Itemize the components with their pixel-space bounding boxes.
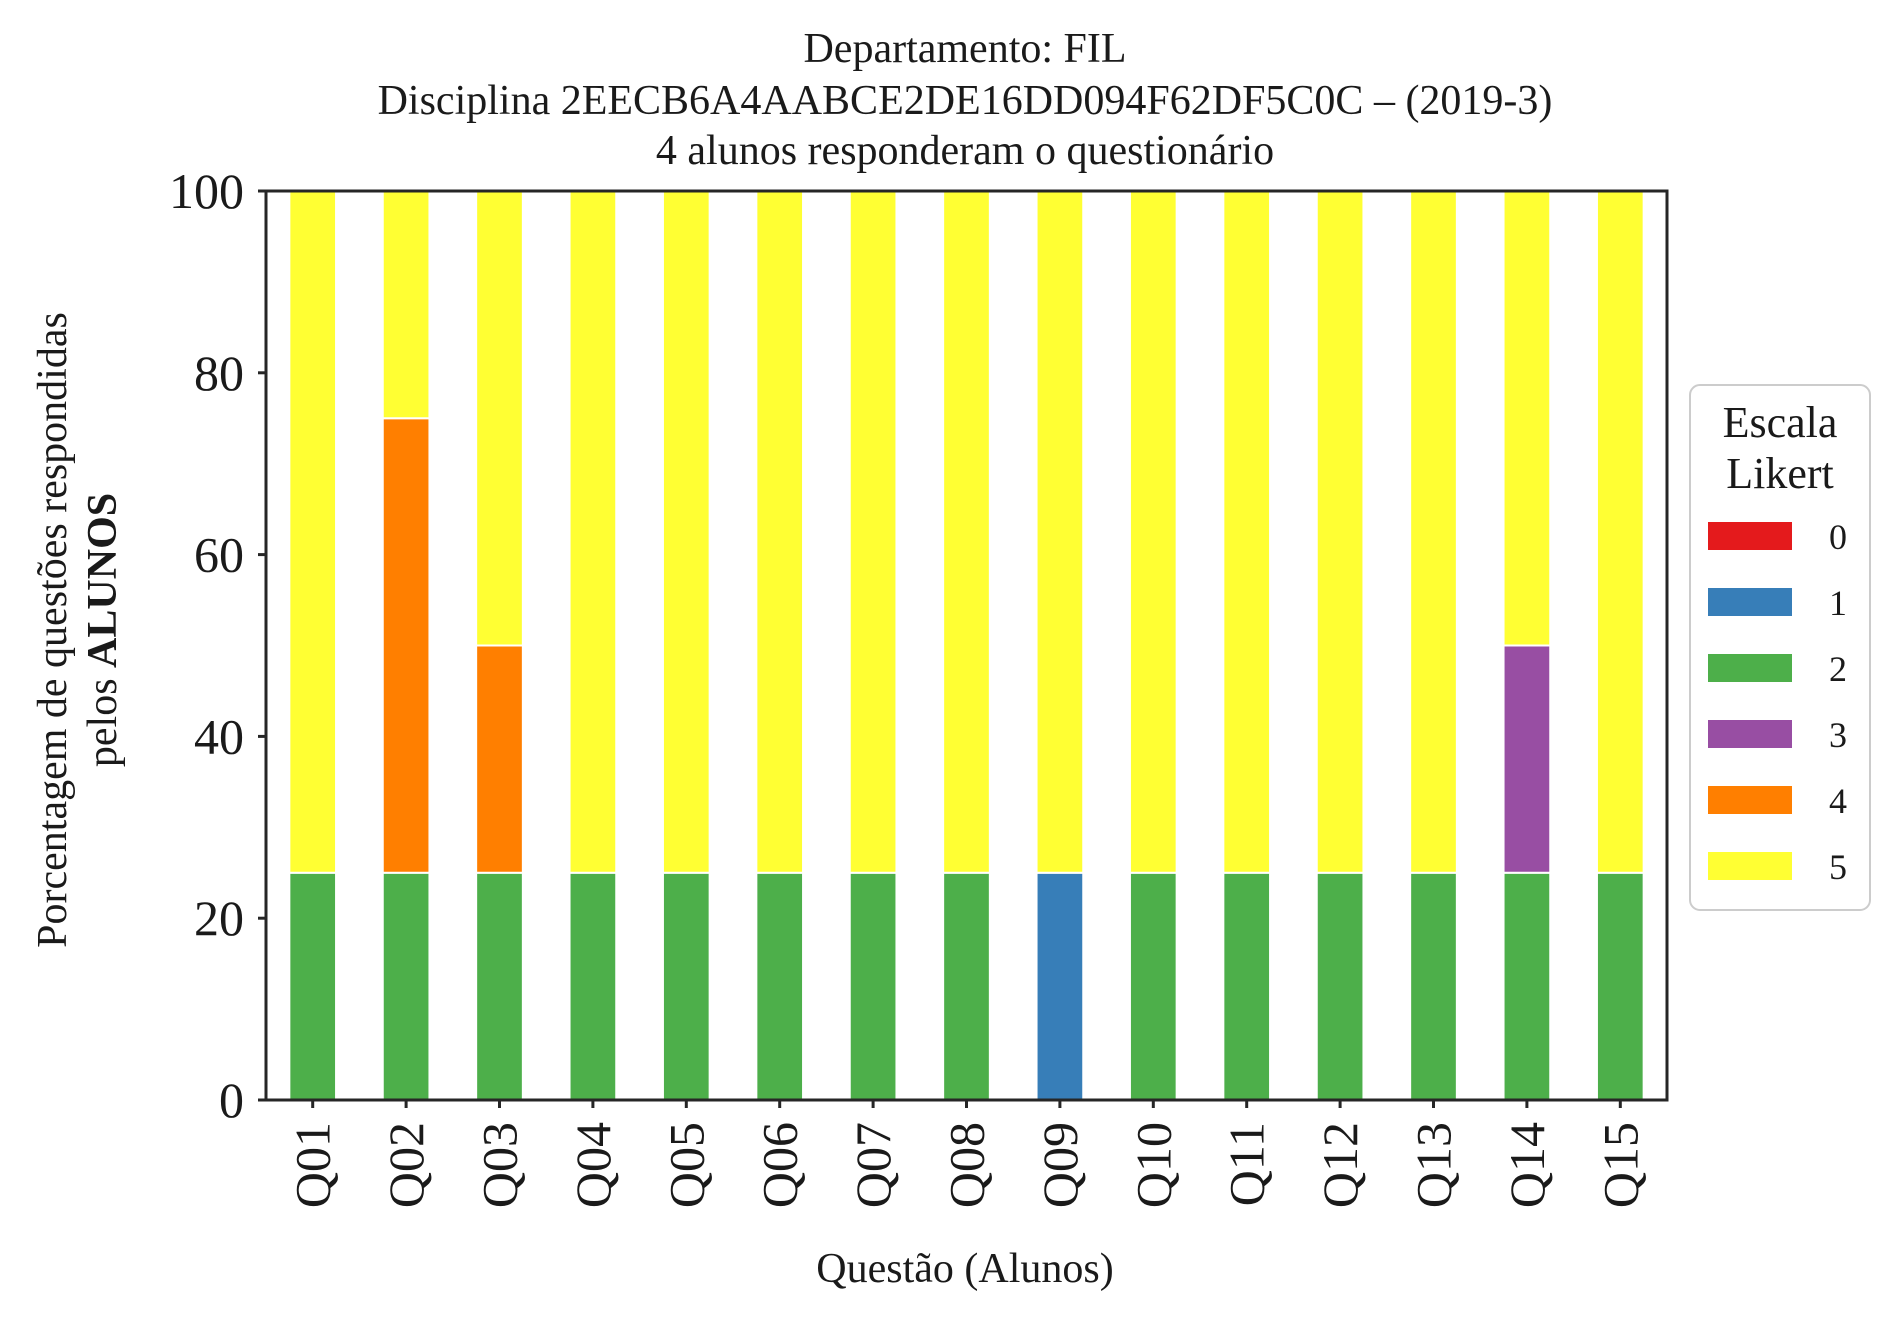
bar-Q09-likert-1 [1035,871,1085,1101]
legend: Escala Likert 0 1 2 3 4 5 [1689,384,1871,911]
bar-Q11-likert-5 [1222,190,1272,874]
bar-Q12-likert-5 [1315,190,1365,874]
x-tick-label-Q03: Q03 [472,1122,528,1208]
legend-swatch-4 [1708,786,1792,814]
x-tick-label-Q15: Q15 [1592,1122,1648,1208]
legend-swatch-2 [1708,654,1792,682]
bar-Q02-likert-4 [381,417,431,874]
bar-Q11-likert-2 [1222,871,1272,1101]
x-tick-label-Q11: Q11 [1219,1122,1275,1206]
legend-label-5: 5 [1829,847,1847,887]
bar-Q05-likert-5 [661,190,711,874]
legend-label-0: 0 [1829,517,1847,557]
x-tick-label-Q08: Q08 [939,1122,995,1208]
legend-items: 0 1 2 3 4 5 [1708,517,1847,887]
bar-Q14-likert-2 [1502,871,1552,1101]
x-axis-ticks: Q01 Q02 Q03 Q04 Q05 Q06 Q07 Q08 Q09 Q10 Q11 Q12 Q13 Q… [285,1100,1648,1208]
bar-Q07-likert-5 [848,190,898,874]
y-axis-label: Porcentagem de questões respondidas pelo… [30,312,126,948]
bar-Q10-likert-5 [1128,190,1178,874]
y-tick-label-20: 20 [194,890,244,946]
legend-swatch-0 [1708,522,1792,550]
bar-Q12-likert-2 [1315,871,1365,1101]
title-line-2: Disciplina 2EECB6A4AABCE2DE16DD094F62DF5… [378,78,1553,124]
bar-Q06-likert-5 [755,190,805,874]
bar-Q01-likert-5 [288,190,338,874]
y-tick-label-80: 80 [194,345,244,401]
legend-label-1: 1 [1829,583,1847,623]
bar-Q01-likert-2 [288,871,338,1101]
legend-swatch-3 [1708,720,1792,748]
legend-title-line-1: Escala [1723,398,1838,447]
y-tick-label-0: 0 [219,1072,244,1128]
bar-Q02-likert-2 [381,871,431,1101]
y-tick-label-40: 40 [194,708,244,764]
legend-frame [1689,384,1871,911]
y-tick-label-60: 60 [194,527,244,583]
title-line-1: Departamento: FIL [803,26,1126,72]
x-tick-label-Q13: Q13 [1406,1122,1462,1208]
x-tick-label-Q06: Q06 [752,1122,808,1208]
x-tick-label-Q02: Q02 [378,1122,434,1208]
bar-Q15-likert-5 [1595,190,1645,874]
bar-Q03-likert-2 [475,871,524,1101]
y-axis-label-bold: ALUNOS [80,493,126,668]
chart-title: Departamento: FIL Disciplina 2EECB6A4AAB… [378,26,1553,174]
plot-frame [264,189,1669,1102]
x-tick-label-Q14: Q14 [1499,1122,1555,1208]
x-tick-label-Q04: Q04 [565,1122,621,1208]
title-line-3: 4 alunos responderam o questionário [656,128,1274,174]
bar-Q14-likert-3 [1502,644,1552,874]
legend-swatch-5 [1708,852,1792,880]
bar-Q06-likert-2 [755,871,805,1101]
bar-Q04-likert-2 [568,871,618,1101]
x-tick-label-Q01: Q01 [285,1122,341,1208]
bar-Q13-likert-5 [1409,190,1458,874]
legend-title-line-2: Likert [1726,449,1834,498]
bar-Q13-likert-2 [1409,871,1458,1101]
y-tick-label-100: 100 [169,163,244,219]
legend-label-2: 2 [1829,649,1847,689]
legend-swatch-1 [1708,588,1792,616]
x-tick-label-Q12: Q12 [1312,1122,1368,1208]
legend-label-3: 3 [1829,715,1847,755]
bar-Q09-likert-5 [1035,190,1085,874]
bar-Q15-likert-2 [1595,871,1645,1101]
x-tick-label-Q05: Q05 [658,1122,714,1208]
bar-Q08-likert-5 [942,190,991,874]
x-tick-label-Q07: Q07 [845,1122,901,1208]
y-axis-label-line-2: pelos ALUNOS [80,493,126,767]
bar-Q04-likert-5 [568,190,618,874]
bar-Q10-likert-2 [1128,871,1178,1101]
x-axis-label: Questão (Alunos) [816,1246,1113,1292]
bar-Q08-likert-2 [942,871,991,1101]
bar-Q03-likert-4 [475,644,524,874]
bars [288,190,1645,1101]
bar-Q02-likert-5 [381,190,431,420]
y-axis-label-line-1: Porcentagem de questões respondidas [30,312,76,948]
x-tick-label-Q10: Q10 [1125,1122,1181,1208]
bar-Q05-likert-2 [661,871,711,1101]
x-tick-label-Q09: Q09 [1032,1122,1088,1208]
bar-Q03-likert-5 [475,190,524,647]
legend-label-4: 4 [1829,781,1847,821]
y-axis-label-prefix: pelos [80,668,126,767]
bar-Q14-likert-5 [1502,190,1552,647]
bar-Q07-likert-2 [848,871,898,1101]
y-axis-ticks: 0 20 40 60 80 100 [169,163,266,1128]
